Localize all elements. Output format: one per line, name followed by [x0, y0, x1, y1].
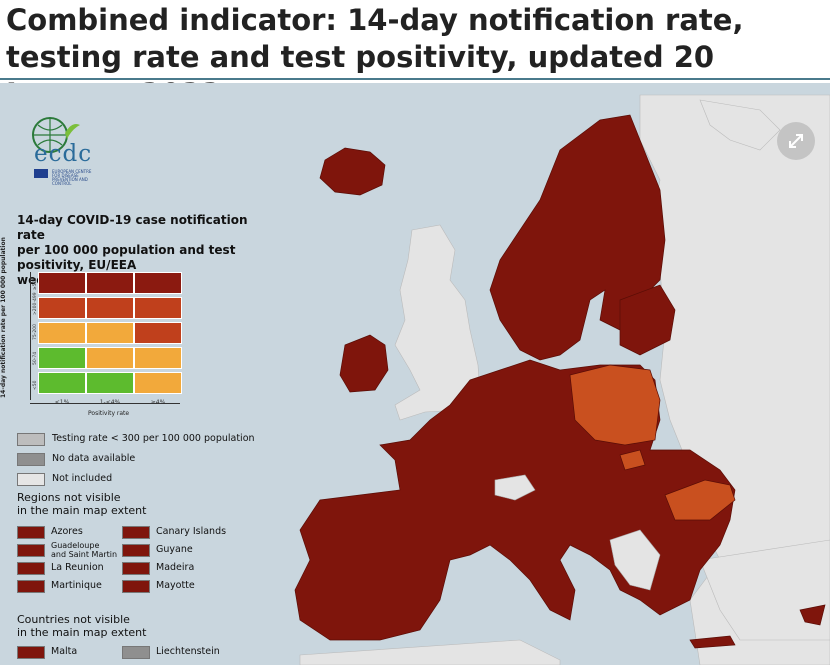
matrix-cell [38, 297, 86, 319]
ireland [339, 334, 389, 393]
great-britain [394, 224, 481, 421]
matrix-cell [134, 347, 182, 369]
switzerland [494, 474, 536, 501]
region-swatch [17, 580, 45, 593]
ecdc-logo [32, 117, 80, 153]
country-label: Malta [51, 646, 78, 657]
matrix-cell [134, 322, 182, 344]
col-tick: 1-<4% [99, 399, 121, 406]
eu-flag-icon [34, 169, 48, 178]
region-swatch [17, 544, 45, 557]
status-swatch [17, 433, 45, 446]
y-axis-label-text: 14-day notification rate per 100 000 pop… [0, 237, 7, 398]
matrix-cell [38, 272, 86, 294]
y-axis-label: 14-day notification rate per 100 000 pop… [0, 237, 12, 401]
region-swatch [122, 526, 150, 539]
countries-heading-line2: in the main map extent [17, 626, 147, 639]
regions-heading: Regions not visible in the main map exte… [17, 491, 146, 517]
row-tick: >200-499 [33, 292, 38, 315]
row-tick: 75-200 [33, 324, 38, 340]
status-label: Not included [52, 473, 113, 484]
status-label: Testing rate < 300 per 100 000 populatio… [52, 433, 255, 444]
slovakia-region [619, 449, 646, 471]
matrix-cell [134, 372, 182, 394]
ecdc-logo-subtitle: EUROPEAN CENTRE FOR DISEASE PREVENTION A… [52, 169, 92, 186]
region-label: Canary Islands [156, 526, 227, 537]
countries-heading-line1: Countries not visible [17, 613, 130, 626]
expand-arrows-icon [789, 134, 803, 148]
matrix-cell [38, 347, 86, 369]
norway-islands [699, 99, 781, 151]
region-label: La Reunion [51, 562, 104, 573]
matrix-cell [86, 347, 134, 369]
matrix-cell [38, 322, 86, 344]
romania-region [664, 479, 736, 521]
page-title: Combined indicator: 14-day notification … [6, 3, 744, 111]
region-label: Madeira [156, 562, 195, 573]
matrix-cell [134, 297, 182, 319]
matrix-cell [134, 272, 182, 294]
row-tick: ≥500 [33, 277, 38, 290]
matrix-cell [86, 322, 134, 344]
row-tick: <50 [33, 380, 38, 391]
ecdc-logo-text: ecdc [34, 141, 93, 167]
title-divider [0, 78, 830, 80]
western-balkans [609, 529, 661, 591]
legend-title: 14-day COVID-19 case notification rate p… [17, 213, 262, 288]
legend-title-line2: per 100 000 population and test positivi… [17, 243, 236, 272]
north-africa [299, 639, 561, 665]
matrix-cell [86, 372, 134, 394]
col-tick: ≥4% [150, 399, 166, 406]
region-swatch [17, 526, 45, 539]
cyprus [799, 604, 826, 626]
x-axis-line [30, 403, 180, 404]
region-label: Guadeloupe [51, 541, 100, 550]
regions-heading-line2: in the main map extent [17, 504, 147, 517]
countries-heading: Countries not visible in the main map ex… [17, 613, 146, 639]
europe-map [294, 94, 830, 665]
region-swatch [122, 580, 150, 593]
legend-title-line1: 14-day COVID-19 case notification rate [17, 213, 248, 242]
country-swatch [122, 646, 150, 659]
status-label: No data available [52, 453, 136, 464]
matrix-cell [86, 297, 134, 319]
norway-sweden-finland [489, 114, 666, 361]
map-panel[interactable]: ecdc EUROPEAN CENTRE FOR DISEASE PREVENT… [0, 83, 830, 665]
turkey-land [699, 539, 830, 641]
region-swatch [122, 562, 150, 575]
poland-region [569, 364, 661, 446]
iceland [319, 147, 386, 196]
region-label: Azores [51, 526, 83, 537]
status-swatch [17, 473, 45, 486]
region-label-line2: and Saint Martin [51, 550, 118, 559]
region-swatch [17, 562, 45, 575]
matrix-cell [38, 372, 86, 394]
col-tick: <1% [54, 399, 70, 406]
baltic-states [619, 284, 676, 356]
status-swatch [17, 453, 45, 466]
y-axis-line [30, 272, 31, 400]
country-swatch [17, 646, 45, 659]
region-label: Mayotte [156, 580, 195, 591]
region-label: Martinique [51, 580, 102, 591]
row-tick: 50-74 [33, 351, 38, 365]
matrix-cell [86, 272, 134, 294]
country-label: Liechtenstein [156, 646, 220, 657]
x-axis-label: Positivity rate [88, 410, 130, 417]
regions-heading-line1: Regions not visible [17, 491, 121, 504]
expand-map-button[interactable] [777, 122, 815, 160]
region-swatch [122, 544, 150, 557]
crete [689, 635, 736, 649]
region-label: Guyane [156, 544, 193, 555]
